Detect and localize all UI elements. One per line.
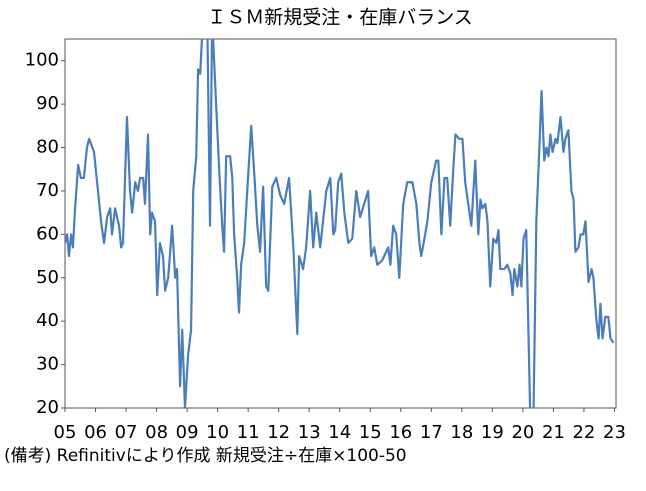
y-tick-label: 40	[36, 310, 59, 331]
y-tick-label: 90	[36, 93, 59, 114]
x-tick-label: 17	[420, 422, 443, 443]
x-tick-label: 21	[542, 422, 565, 443]
x-tick-label: 05	[54, 422, 77, 443]
x-tick-label: 09	[176, 422, 199, 443]
chart-note: (備考) Refinitivにより作成 新規受注÷在庫×100-50	[4, 446, 407, 466]
y-tick-label: 70	[36, 180, 59, 201]
y-tick-label: 20	[36, 397, 59, 418]
chart-title: ＩＳＭ新規受注・在庫バランス	[207, 7, 473, 29]
x-tick-label: 07	[115, 422, 138, 443]
x-tick-label: 19	[481, 422, 504, 443]
x-tick-label: 23	[603, 422, 626, 443]
x-tick-label: 10	[206, 422, 229, 443]
data-line	[65, 39, 615, 408]
plot-frame	[64, 38, 617, 409]
x-tick-label: 20	[511, 422, 534, 443]
x-tick-label: 11	[237, 422, 260, 443]
x-tick-label: 22	[572, 422, 595, 443]
y-tick-label: 80	[36, 137, 59, 158]
x-tick-label: 13	[298, 422, 321, 443]
y-tick-label: 60	[36, 223, 59, 244]
y-tick-label: 30	[36, 354, 59, 375]
x-tick-label: 12	[267, 422, 290, 443]
plot-area	[65, 39, 615, 408]
y-tick-label: 100	[25, 50, 59, 71]
x-tick-label: 14	[328, 422, 351, 443]
x-tick-label: 18	[450, 422, 473, 443]
x-tick-label: 15	[359, 422, 382, 443]
y-tick-label: 50	[36, 267, 59, 288]
x-tick-label: 06	[84, 422, 107, 443]
x-tick-label: 08	[145, 422, 168, 443]
x-tick-label: 16	[389, 422, 412, 443]
